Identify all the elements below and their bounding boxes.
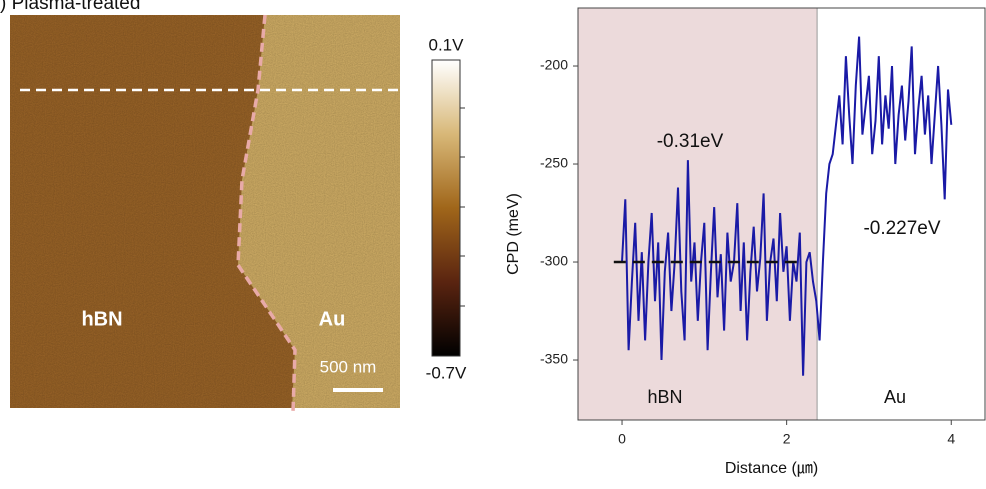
y-axis-label: CPD (meV): [505, 193, 522, 275]
shaded-region: [578, 8, 818, 420]
annotation: Au: [884, 387, 906, 407]
colorbar-label: 0.1V: [429, 35, 465, 54]
line-chart: -200 -250 -300 -350 0 2 4 Distance (㎛) CPD (meV)…: [505, 7, 986, 477]
region-label: Au: [319, 308, 346, 330]
y-tick-label: -250: [540, 155, 568, 171]
colorbar-ticks: [460, 107, 465, 307]
boundary: [236, 14, 297, 413]
colorbar: [431, 59, 461, 357]
annotation: -0.31eV: [657, 131, 724, 152]
panel-title: ) Plasma-treated: [0, 0, 140, 14]
x-tick-label: 0: [618, 431, 626, 447]
region-label: hBN: [81, 308, 122, 330]
annotation: hBN: [647, 387, 682, 407]
colorbar-label: -0.7V: [426, 363, 467, 382]
x-tick-label: 2: [783, 431, 791, 447]
y-tick-label: -350: [540, 351, 568, 367]
scale-label: 500 nm: [320, 357, 377, 376]
plot-frame: [577, 7, 986, 421]
x-axis-label: Distance (㎛): [725, 460, 818, 477]
y-tick-label: -300: [540, 253, 568, 269]
data-line: [621, 36, 953, 376]
x-tick-label: 4: [947, 431, 955, 447]
kpfm-image: [10, 15, 400, 408]
annotation: -0.227eV: [863, 218, 940, 239]
y-tick-label: -200: [540, 57, 568, 73]
